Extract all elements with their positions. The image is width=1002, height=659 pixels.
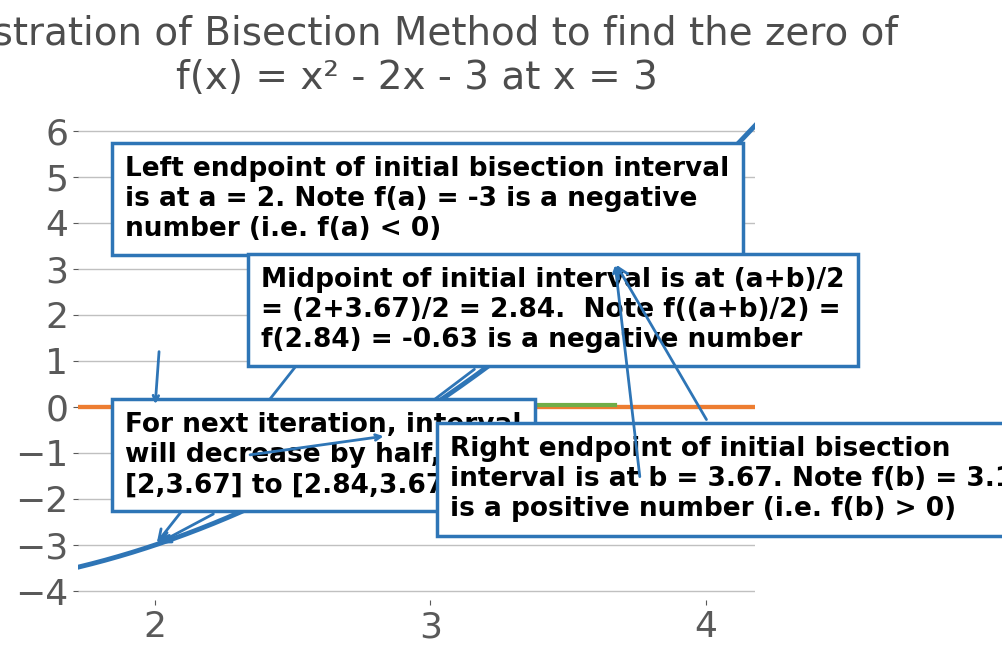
Text: Left endpoint of initial bisection interval
is at a = 2. Note f(a) = -3 is a neg: Left endpoint of initial bisection inter… xyxy=(125,156,729,540)
Title: Illustration of Bisection Method to find the zero of
f(x) = x² - 2x - 3 at x = 3: Illustration of Bisection Method to find… xyxy=(0,15,898,97)
Text: Right endpoint of initial bisection
interval is at b = 3.67. Note f(b) = 3.14
is: Right endpoint of initial bisection inte… xyxy=(450,268,1002,523)
Text: Midpoint of initial interval is at (a+b)/2
= (2+3.67)/2 = 2.84.  Note f((a+b)/2): Midpoint of initial interval is at (a+b)… xyxy=(261,267,844,432)
Text: For next iteration, interval
will decrease by half, from
[2,3.67] to [2.84,3.67]: For next iteration, interval will decrea… xyxy=(125,413,522,542)
